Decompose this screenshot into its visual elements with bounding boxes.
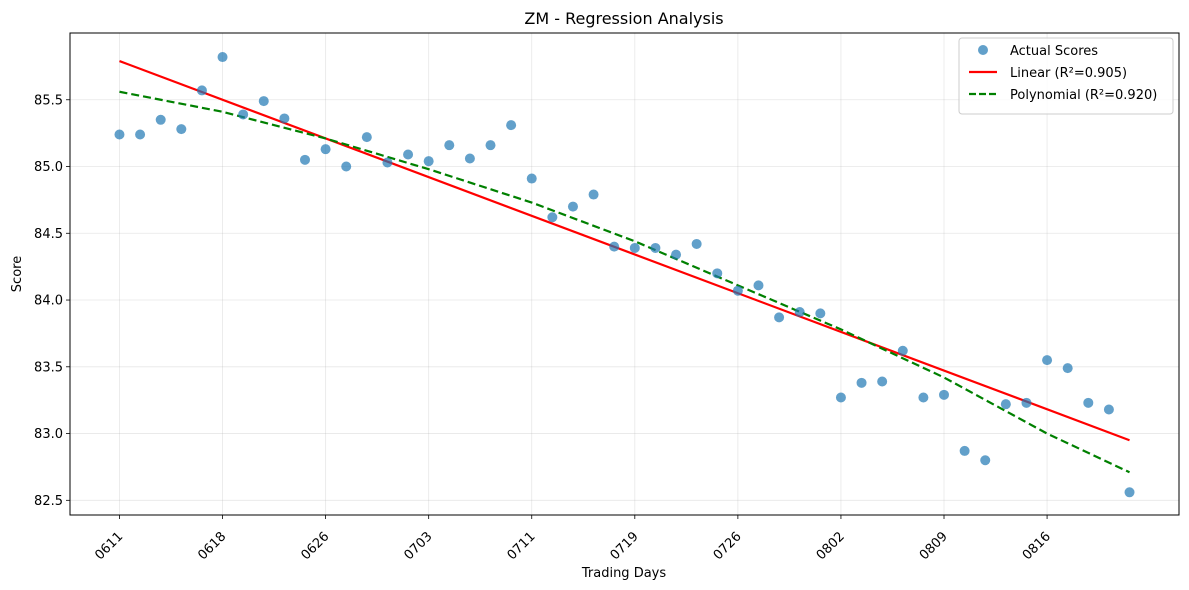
data-point bbox=[155, 114, 166, 125]
linear-fit-line bbox=[119, 60, 1130, 442]
data-point bbox=[403, 149, 414, 160]
data-point bbox=[382, 157, 393, 168]
x-axis-ticks: 0611 0618 0626 0703 0711 0719 0726 0802 0809 0816 bbox=[92, 515, 1054, 563]
data-point bbox=[279, 113, 290, 124]
data-point bbox=[712, 268, 723, 279]
chart-title: ZM - Regression Analysis bbox=[524, 9, 723, 28]
data-point bbox=[547, 212, 558, 223]
data-point bbox=[774, 312, 785, 323]
x-tick-label: 0816 bbox=[1020, 529, 1054, 563]
data-point bbox=[753, 280, 764, 291]
legend-label-polynomial: Polynomial (R²=0.920) bbox=[1010, 88, 1157, 103]
data-point bbox=[650, 242, 661, 253]
y-axis-label: Score bbox=[10, 256, 25, 292]
data-point bbox=[959, 445, 970, 456]
legend-box bbox=[958, 37, 1174, 115]
legend: Actual Scores Linear (R²=0.905) Polynomi… bbox=[958, 37, 1174, 115]
data-point bbox=[361, 132, 372, 143]
data-point bbox=[176, 124, 187, 135]
legend-marker-actual bbox=[978, 45, 988, 55]
x-axis-label: Trading Days bbox=[581, 566, 666, 581]
data-point bbox=[691, 238, 702, 249]
data-point bbox=[1042, 355, 1053, 366]
data-point bbox=[835, 392, 846, 403]
data-point bbox=[526, 173, 537, 184]
data-point bbox=[815, 308, 826, 319]
y-tick-label: 83.0 bbox=[34, 427, 63, 442]
data-point bbox=[1124, 487, 1135, 498]
data-point bbox=[1021, 397, 1032, 408]
data-point bbox=[341, 161, 352, 172]
data-point bbox=[217, 52, 228, 63]
grid bbox=[70, 33, 1179, 515]
data-point bbox=[444, 140, 455, 151]
plot-frame bbox=[69, 32, 1180, 516]
data-point bbox=[1062, 363, 1073, 374]
data-point bbox=[897, 345, 908, 356]
data-point bbox=[609, 241, 620, 252]
data-point bbox=[238, 109, 249, 120]
scatter-points bbox=[114, 52, 1135, 498]
data-point bbox=[114, 129, 125, 140]
data-point bbox=[299, 154, 310, 165]
data-point bbox=[464, 153, 475, 164]
legend-label-actual: Actual Scores bbox=[1010, 44, 1098, 59]
y-tick-label: 85.5 bbox=[34, 93, 63, 108]
x-tick-label: 0809 bbox=[917, 529, 951, 563]
y-tick-label: 85.0 bbox=[34, 160, 63, 175]
data-point bbox=[918, 392, 929, 403]
polynomial-fit-line bbox=[119, 90, 1130, 474]
data-point bbox=[671, 249, 682, 260]
y-tick-label: 84.5 bbox=[34, 227, 63, 242]
y-axis-ticks: 82.5 83.0 83.5 84.0 84.5 85.0 85.5 bbox=[34, 93, 70, 509]
data-point bbox=[588, 189, 599, 200]
data-point bbox=[567, 201, 578, 212]
data-point bbox=[732, 285, 743, 296]
data-point bbox=[196, 85, 207, 96]
legend-label-linear: Linear (R²=0.905) bbox=[1010, 66, 1127, 81]
data-point bbox=[939, 389, 950, 400]
data-point bbox=[506, 120, 517, 131]
x-tick-label: 0719 bbox=[608, 529, 642, 563]
x-tick-label: 0703 bbox=[401, 529, 435, 563]
x-tick-label: 0711 bbox=[505, 529, 539, 563]
data-point bbox=[629, 242, 640, 253]
data-point bbox=[877, 376, 888, 387]
data-point bbox=[856, 377, 867, 388]
y-tick-label: 83.5 bbox=[34, 360, 63, 375]
data-point bbox=[258, 96, 269, 107]
data-point bbox=[1103, 404, 1114, 415]
x-tick-label: 0626 bbox=[298, 529, 332, 563]
data-point bbox=[1083, 397, 1094, 408]
x-tick-label: 0802 bbox=[814, 529, 848, 563]
y-tick-label: 82.5 bbox=[34, 494, 63, 509]
x-tick-label: 0611 bbox=[92, 529, 126, 563]
data-point bbox=[320, 144, 331, 155]
y-tick-label: 84.0 bbox=[34, 294, 63, 309]
data-point bbox=[1000, 399, 1011, 410]
data-point bbox=[135, 129, 146, 140]
x-tick-label: 0726 bbox=[711, 529, 745, 563]
regression-lines bbox=[119, 60, 1130, 474]
data-point bbox=[485, 140, 496, 151]
data-point bbox=[794, 307, 805, 318]
data-point bbox=[980, 455, 991, 466]
data-point bbox=[423, 156, 434, 167]
x-tick-label: 0618 bbox=[195, 529, 229, 563]
